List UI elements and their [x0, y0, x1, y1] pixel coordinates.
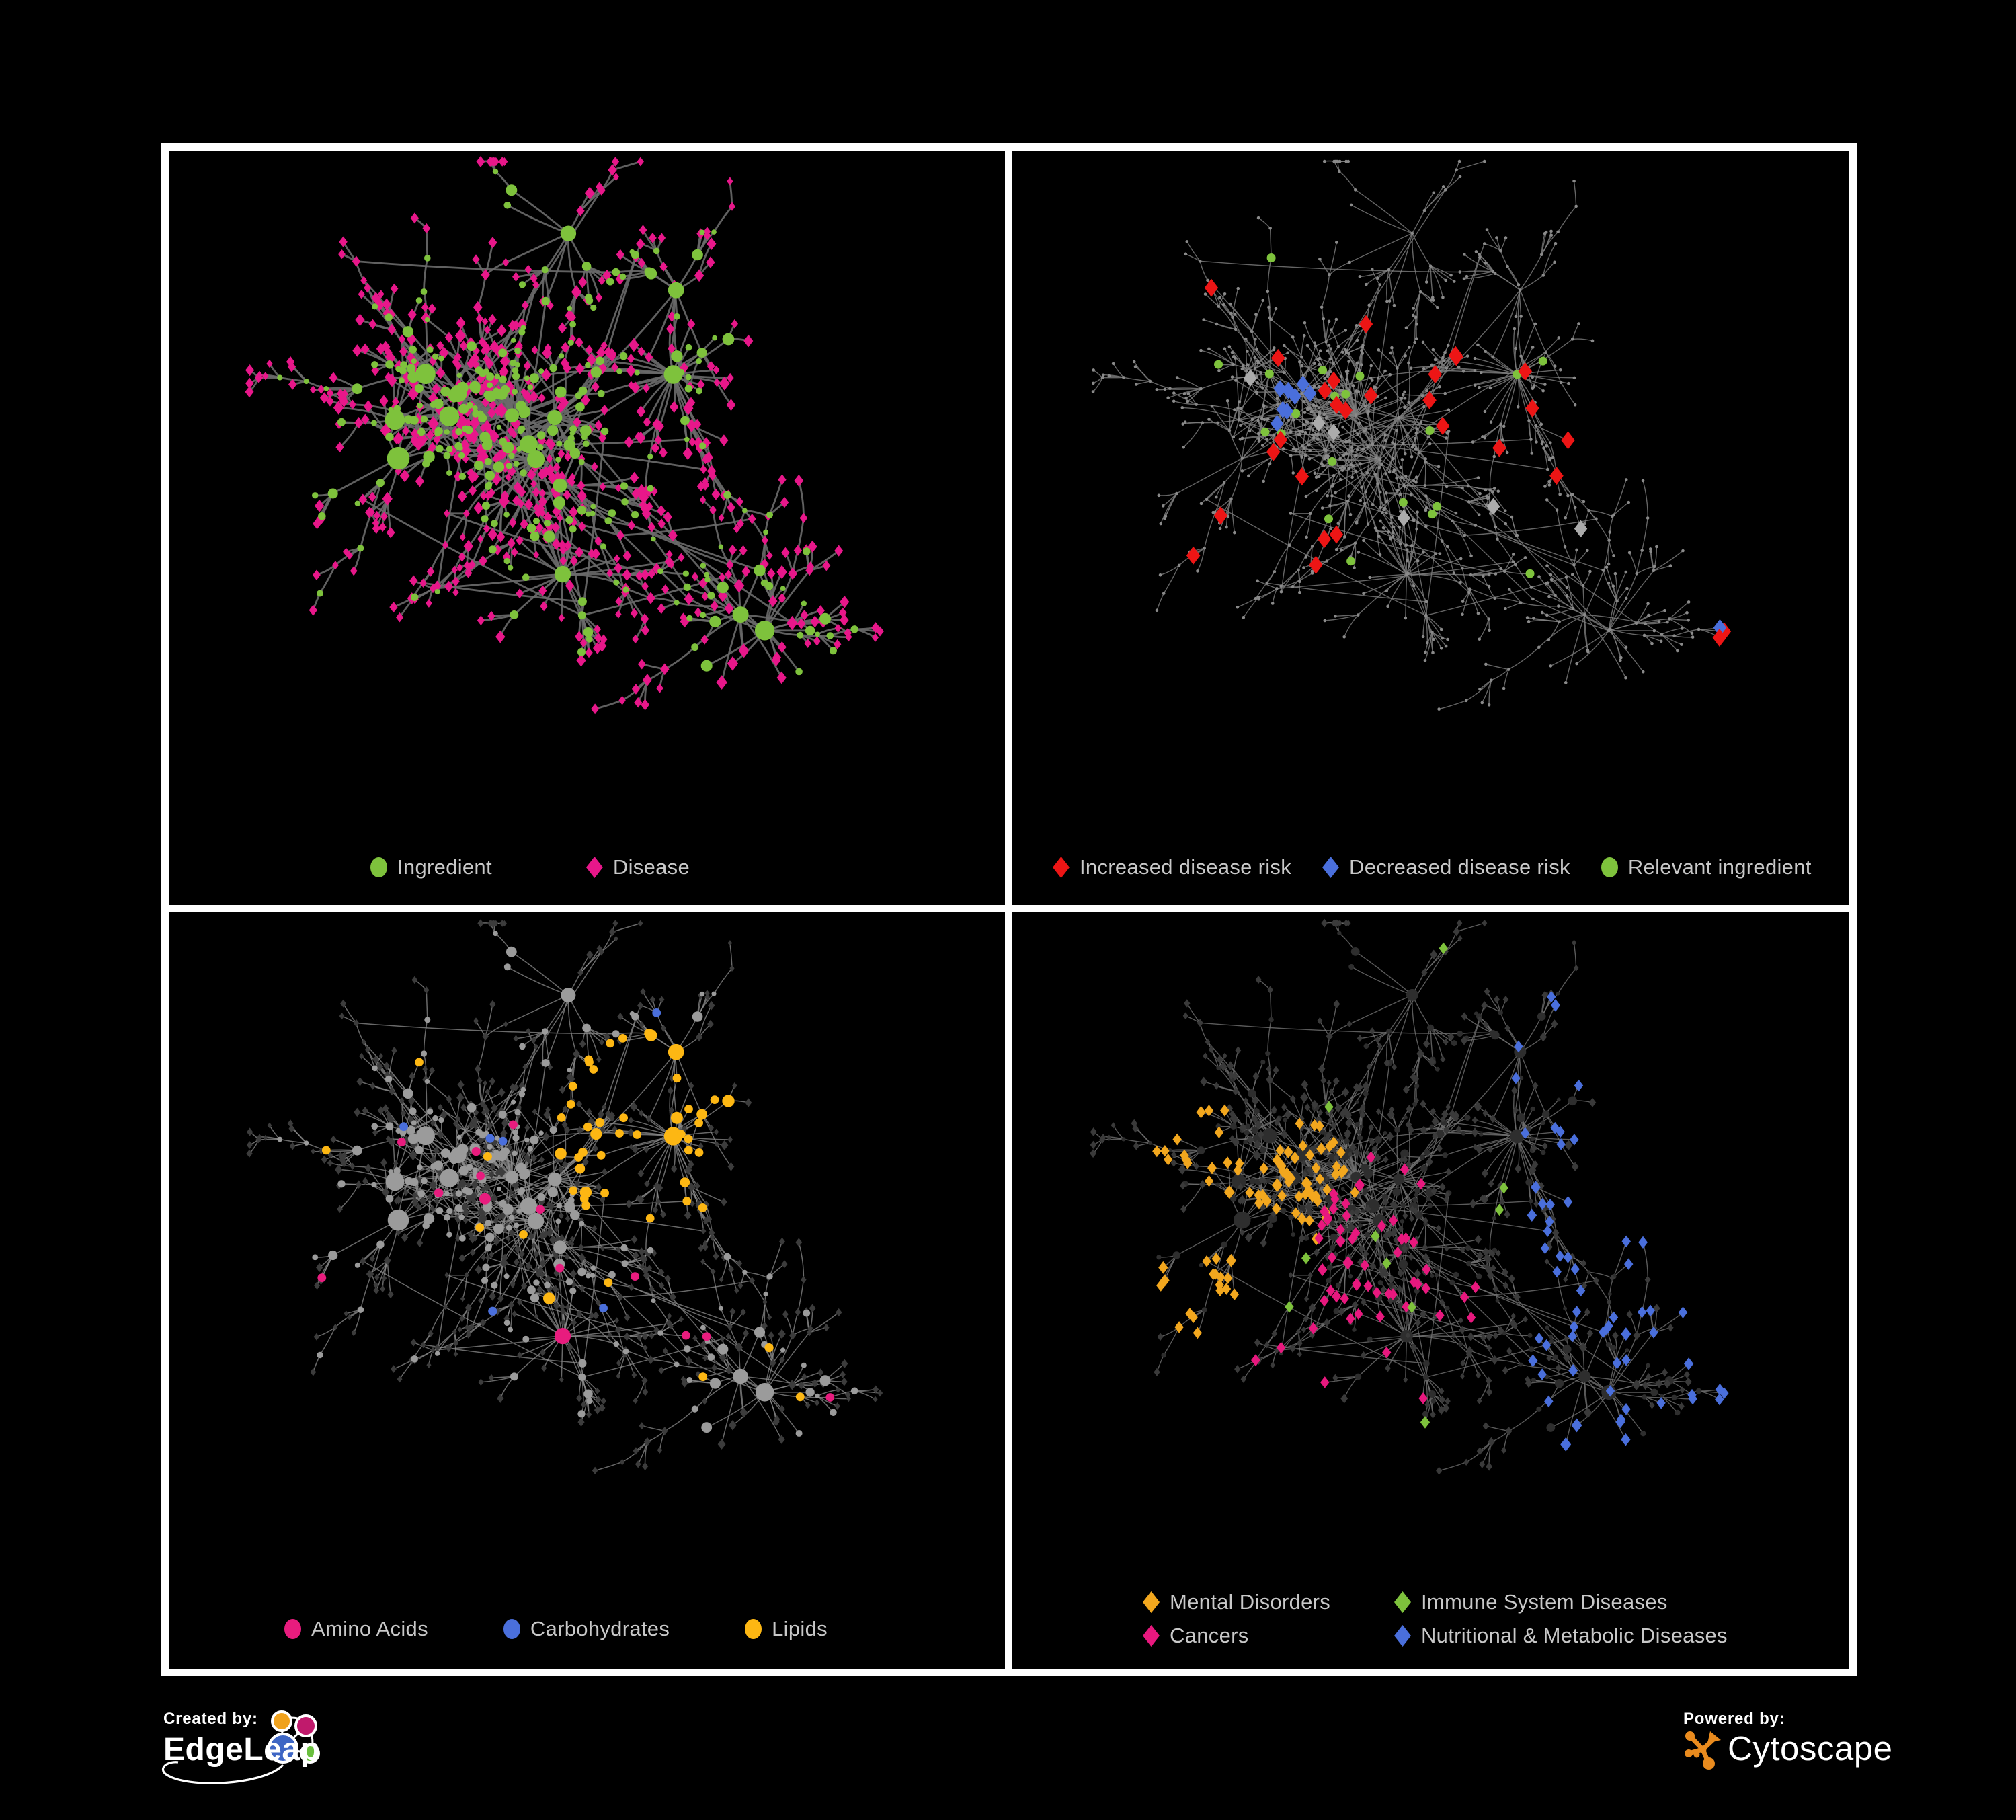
legend-label: Cancers [1170, 1624, 1249, 1647]
legend-item: Decreased disease risk [1322, 855, 1570, 879]
edgeleap-logo-icon [161, 1710, 320, 1784]
legend-label: Disease [612, 855, 690, 879]
cancers-swatch [1143, 1625, 1160, 1647]
legend-ingredient-disease: Ingredient Disease [370, 850, 690, 885]
legend-item: Relevant ingredient [1601, 855, 1812, 879]
legend-label: Mental Disorders [1170, 1590, 1331, 1614]
created-by-label: Created by: [163, 1710, 258, 1728]
legend-item: Mental Disorders [1143, 1590, 1394, 1614]
legend-label: Decreased disease risk [1349, 855, 1570, 879]
legend-item: Cancers [1143, 1624, 1394, 1648]
relevant-ingredient-swatch [1601, 857, 1618, 877]
legend-nutrient-classes: Amino Acids Carbohydrates Lipids [284, 1612, 828, 1647]
legend-item: Increased disease risk [1053, 855, 1291, 879]
legend-disease-classes: Mental Disorders Immune System Diseases … [1143, 1590, 1728, 1648]
edgeleap-node-green [300, 1743, 320, 1764]
legend-item: Carbohydrates [503, 1617, 670, 1641]
increased-risk-swatch [1053, 857, 1070, 878]
legend-label: Nutritional & Metabolic Diseases [1421, 1624, 1728, 1647]
powered-by-block: Powered by: Cytoscape [1683, 1710, 1966, 1784]
decreased-risk-swatch [1322, 857, 1340, 878]
legend-item: Disease [586, 855, 690, 879]
edgeleap-node-magenta [294, 1714, 317, 1737]
network-graph-nutrient-classes [246, 919, 883, 1474]
legend-item: Amino Acids [284, 1617, 428, 1641]
edgeleap-node-blue [268, 1733, 298, 1764]
network-graph-disease-risk [1091, 159, 1732, 711]
ingredient-swatch [370, 857, 387, 877]
horizontal-divider [169, 905, 1849, 912]
edgeleap-wordmark: EdgeLeap [163, 1732, 321, 1768]
edgeleap-swoosh [161, 1761, 284, 1784]
cytoscape-wordmark: Cytoscape [1728, 1729, 1893, 1768]
disease-swatch [586, 857, 603, 878]
nutritional-metabolic-swatch [1394, 1625, 1411, 1647]
legend-item: Nutritional & Metabolic Diseases [1394, 1624, 1728, 1648]
legend-label: Amino Acids [311, 1617, 428, 1640]
legend-label: Increased disease risk [1080, 855, 1292, 879]
amino-acids-swatch [284, 1619, 301, 1639]
legend-item: Ingredient [370, 855, 492, 879]
network-graph-disease-classes [1090, 918, 1729, 1475]
immune-diseases-swatch [1394, 1591, 1411, 1613]
legend-label: Lipids [772, 1617, 828, 1640]
panel-disease-classes: Mental Disorders Immune System Diseases … [1012, 912, 1849, 1669]
legend-item: Lipids [745, 1617, 828, 1641]
panel-disease-risk: Increased disease risk Decreased disease… [1012, 151, 1849, 905]
created-by-block: Created by: EdgeLeap [161, 1710, 419, 1797]
legend-disease-risk: Increased disease risk Decreased disease… [1053, 850, 1812, 885]
powered-by-label: Powered by: [1683, 1710, 1785, 1728]
legend-label: Carbohydrates [530, 1617, 670, 1640]
edgeleap-node-orange [271, 1710, 292, 1732]
legend-item: Immune System Diseases [1394, 1590, 1728, 1614]
panel-ingredient-disease: Ingredient Disease [169, 151, 1005, 905]
legend-label: Ingredient [397, 855, 492, 879]
legend-label: Relevant ingredient [1627, 855, 1812, 879]
carbohydrates-swatch [503, 1619, 520, 1639]
mental-disorders-swatch [1143, 1591, 1160, 1613]
panel-grid-frame: Ingredient Disease Increased disease ris… [161, 143, 1857, 1676]
legend-label: Immune System Diseases [1421, 1590, 1668, 1614]
network-graph-ingredient-disease [245, 156, 884, 715]
panel-nutrient-classes: Amino Acids Carbohydrates Lipids [169, 912, 1005, 1669]
lipids-swatch [745, 1619, 762, 1639]
cytoscape-logo-icon [1685, 1731, 1721, 1770]
